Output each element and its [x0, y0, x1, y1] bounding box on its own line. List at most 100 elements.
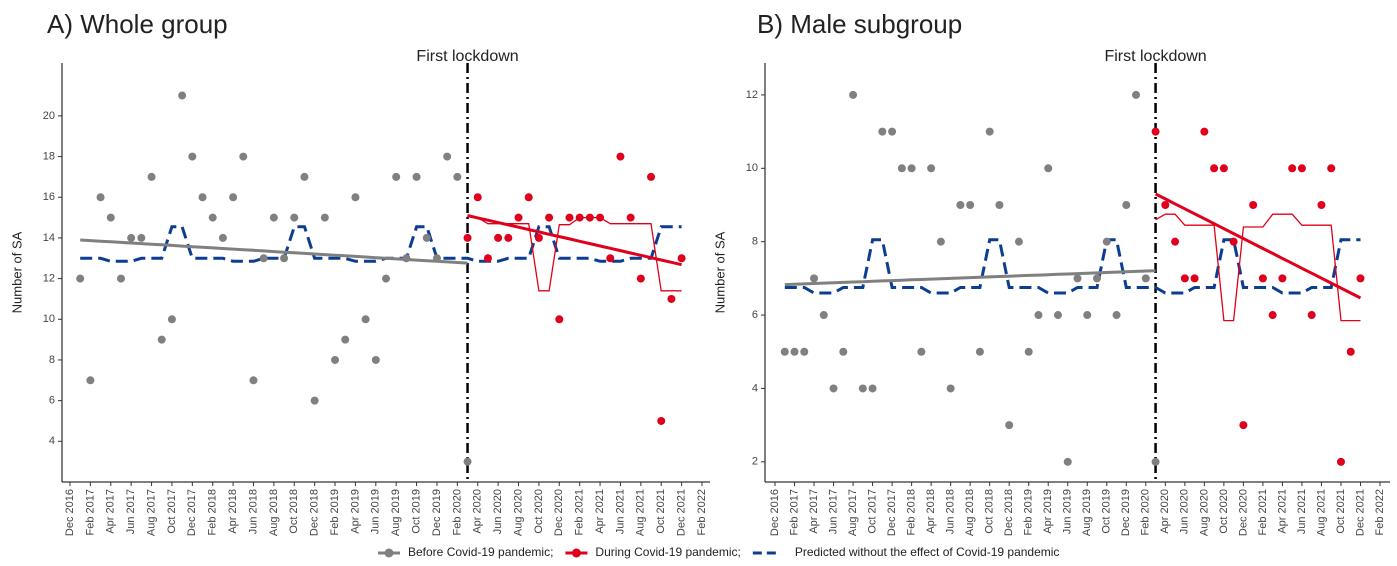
x-tick-label: Dec 2021 — [676, 489, 688, 536]
data-point — [1356, 274, 1365, 283]
trend-line — [467, 214, 682, 267]
data-point — [86, 376, 95, 385]
data-point — [1044, 164, 1053, 173]
data-point — [76, 274, 85, 283]
data-point — [1132, 90, 1141, 99]
data-point — [310, 396, 319, 405]
data-point — [351, 193, 360, 202]
x-tick-label: Oct 2019 — [1101, 489, 1113, 534]
x-tick-label: Dec 2020 — [553, 489, 565, 536]
x-tick-label: Apr 2021 — [1276, 489, 1288, 534]
data-point — [422, 233, 431, 242]
data-point — [1307, 311, 1316, 320]
data-point — [975, 347, 984, 356]
y-tick-label: 4 — [49, 435, 55, 447]
x-tick-label: Oct 2017 — [866, 489, 878, 534]
data-point — [1297, 164, 1306, 173]
x-tick-label: Dec 2016 — [769, 489, 781, 536]
x-tick-label: Feb 2017 — [788, 489, 800, 535]
x-tick-label: Jun 2018 — [945, 489, 957, 534]
data-point — [585, 213, 594, 222]
data-point — [96, 193, 105, 202]
data-point — [402, 254, 411, 263]
data-point — [829, 384, 838, 393]
data-point — [636, 274, 645, 283]
data-point — [1014, 237, 1023, 246]
data-point — [888, 127, 897, 136]
y-axis-label: Number of SA — [9, 231, 24, 313]
data-point — [208, 213, 217, 222]
data-point — [1249, 200, 1258, 209]
data-point — [1229, 237, 1238, 246]
data-point — [259, 254, 268, 263]
data-point — [1336, 457, 1345, 466]
data-point — [657, 416, 666, 425]
dashed-line — [784, 238, 1361, 295]
x-tick-label: Apr 2019 — [1042, 489, 1054, 534]
x-tick-label: Dec 2019 — [431, 489, 443, 536]
data-point — [463, 457, 472, 466]
x-tick-label: Oct 2017 — [166, 489, 178, 534]
data-point — [1268, 311, 1277, 320]
data-point — [800, 347, 809, 356]
x-tick-label: Dec 2021 — [1354, 489, 1366, 536]
data-point — [1093, 274, 1102, 283]
data-point — [1210, 164, 1219, 173]
x-tick-label: Oct 2018 — [288, 489, 300, 534]
x-tick-label: Oct 2018 — [984, 489, 996, 534]
data-point — [677, 254, 686, 263]
x-tick-label: Aug 2018 — [964, 489, 976, 536]
data-point — [1219, 164, 1228, 173]
x-tick-label: Aug 2018 — [268, 489, 280, 536]
x-tick-label: Aug 2017 — [145, 489, 157, 536]
x-tick-label: Apr 2018 — [925, 489, 937, 534]
legend-swatch — [571, 548, 581, 558]
x-tick-label: Aug 2020 — [1198, 489, 1210, 536]
x-tick-label: Dec 2016 — [64, 489, 76, 536]
data-point — [647, 172, 656, 181]
data-point — [1112, 311, 1121, 320]
x-tick-label: Dec 2019 — [1120, 489, 1132, 536]
data-point — [371, 355, 380, 364]
x-tick-label: Aug 2019 — [390, 489, 402, 536]
x-tick-label: Feb 2021 — [1257, 489, 1269, 535]
data-point — [1141, 274, 1150, 283]
data-point — [1151, 457, 1160, 466]
data-point — [1317, 200, 1326, 209]
data-point — [907, 164, 916, 173]
x-tick-label: Jun 2020 — [1179, 489, 1191, 534]
x-tick-label: Oct 2021 — [655, 489, 667, 534]
legend-label: Predicted without the effect of Covid-19… — [795, 545, 1060, 559]
data-point — [946, 384, 955, 393]
data-point — [1005, 421, 1014, 430]
data-point — [106, 213, 115, 222]
data-point — [127, 233, 136, 242]
x-tick-label: Jun 2019 — [1062, 489, 1074, 534]
data-point — [463, 233, 472, 242]
data-point — [1239, 421, 1248, 430]
x-tick-label: Feb 2020 — [1140, 489, 1152, 535]
data-point — [1200, 127, 1209, 136]
data-point — [157, 335, 166, 344]
annotation: First lockdown — [416, 48, 518, 65]
x-tick-label: Jun 2018 — [247, 489, 259, 534]
x-tick-label: Dec 2020 — [1237, 489, 1249, 536]
data-point — [280, 254, 289, 263]
x-tick-label: Feb 2017 — [84, 489, 96, 535]
data-point — [966, 200, 975, 209]
x-tick-label: Jun 2021 — [614, 489, 626, 534]
data-point — [218, 233, 227, 242]
data-point — [1161, 200, 1170, 209]
y-axis-label: Number of SA — [712, 231, 727, 313]
data-point — [927, 164, 936, 173]
data-point — [290, 213, 299, 222]
data-point — [473, 193, 482, 202]
y-tick-label: 6 — [49, 395, 55, 407]
x-tick-label: Feb 2021 — [574, 489, 586, 535]
data-point — [849, 90, 858, 99]
data-point — [269, 213, 278, 222]
data-point — [188, 152, 197, 161]
legend-label: Before Covid-19 pandemic; — [408, 545, 553, 559]
y-tick-label: 2 — [752, 456, 758, 468]
